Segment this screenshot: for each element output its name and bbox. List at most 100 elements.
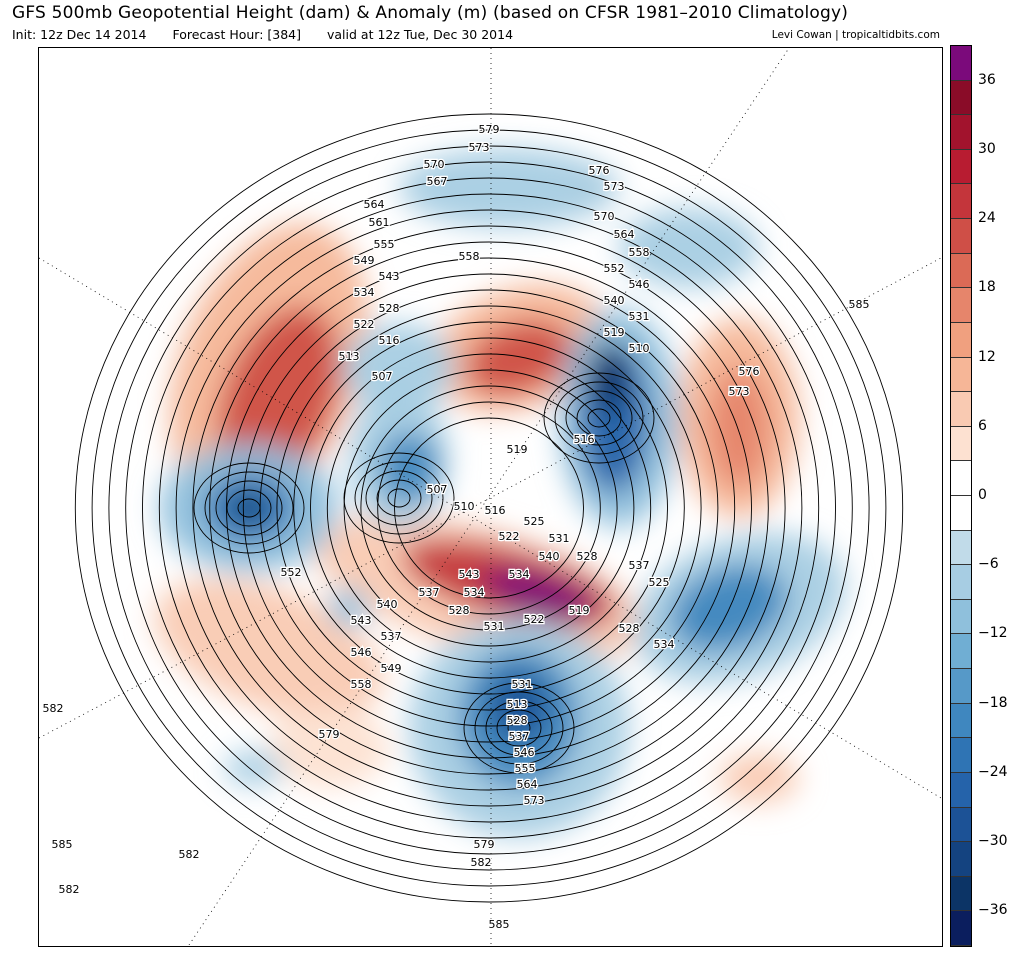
height-contour (91, 129, 887, 887)
height-contour-low (565, 390, 633, 446)
anomaly-blob (399, 148, 619, 228)
height-contour-low (387, 488, 411, 508)
colorbar-bin (951, 911, 971, 946)
height-contour (158, 193, 820, 823)
height-contour (175, 209, 803, 807)
colorbar-bin (951, 669, 971, 704)
anomaly-blob (480, 568, 598, 618)
contour-label: 549 (381, 662, 402, 675)
colorbar-bin (951, 184, 971, 220)
height-contour (394, 417, 584, 599)
anomaly-blob (329, 588, 369, 628)
contour-label: 528 (577, 550, 598, 563)
colorbar-bin (951, 703, 971, 739)
height-contour-low (354, 461, 444, 535)
contour-label: 540 (377, 598, 398, 611)
contour-label: 534 (654, 638, 675, 651)
contour-label: 534 (509, 568, 530, 581)
colorbar-bin (951, 738, 971, 773)
anomaly-blob (379, 433, 439, 503)
height-contour-low (376, 479, 422, 517)
height-contour-low (554, 381, 644, 455)
map-title: GFS 500mb Geopotential Height (dam) & An… (12, 3, 849, 23)
colorbar-bin (951, 288, 971, 323)
contour-label: 549 (354, 254, 375, 267)
colorbar-bin (951, 807, 971, 843)
colorbar-tick-label: −24 (978, 763, 1008, 780)
colorbar-bin (951, 842, 971, 877)
colorbar-bin (951, 357, 971, 393)
contour-label: 531 (484, 620, 505, 633)
colorbar (950, 45, 972, 947)
contour-label: 546 (514, 746, 535, 759)
contour-label: 579 (474, 838, 495, 851)
height-contour (108, 145, 870, 871)
contour-label: 522 (354, 318, 375, 331)
map-canvas: 579 573 570 567 564 561 555 549 543 534 528 522 516 5… (39, 48, 941, 945)
anomaly-blob (670, 565, 788, 651)
height-contour (326, 353, 652, 663)
colorbar-bin (951, 149, 971, 185)
contour-label: 510 (454, 500, 475, 513)
anomaly-blob (231, 494, 267, 522)
contour-label: 582 (179, 848, 200, 861)
colorbar-tick-label: −18 (978, 694, 1008, 711)
height-contour (377, 401, 601, 615)
contour-label: 585 (489, 918, 510, 931)
colorbar-tick-label: −30 (978, 833, 1008, 850)
contour-label: 564 (364, 198, 385, 211)
height-contour-low (485, 700, 553, 756)
colorbar-bin (951, 80, 971, 116)
contour-label: 573 (469, 141, 490, 154)
contour-label: 525 (649, 576, 670, 589)
colorbar-bin (951, 253, 971, 289)
height-contour (226, 257, 752, 759)
height-contour (343, 369, 635, 647)
contour-label: 507 (372, 370, 393, 383)
map-panel: 579 573 570 567 564 561 555 549 543 534 528 522 516 5… (38, 47, 943, 947)
contour-label: 528 (507, 714, 528, 727)
contour-label: 528 (379, 302, 400, 315)
height-contour-low (496, 709, 542, 747)
contour-label: 576 (589, 164, 610, 177)
colorbar-tick-label: 6 (978, 417, 987, 434)
height-contour-low (543, 372, 655, 464)
height-contour (276, 305, 702, 711)
contour-label: 585 (849, 298, 870, 311)
contour-label: 507 (427, 483, 448, 496)
contour-label: 555 (374, 238, 395, 251)
map-subtitle: Init: 12z Dec 14 2014 Forecast Hour: [38… (12, 27, 535, 42)
contour-label: 513 (507, 698, 528, 711)
contour-label: 543 (351, 614, 372, 627)
grid-line (39, 257, 941, 739)
contour-label: 531 (629, 310, 650, 323)
anomaly-blob (269, 708, 389, 788)
contour-label: 516 (485, 504, 506, 517)
contour-label: 519 (507, 443, 528, 456)
contour-label: 570 (594, 210, 615, 223)
contour-label: 546 (351, 646, 372, 659)
grid-line (39, 257, 941, 799)
contour-label: 582 (43, 702, 64, 715)
contour-label: 558 (629, 246, 650, 259)
colorbar-bin (951, 530, 971, 566)
contour-label: 522 (499, 530, 520, 543)
anomaly-blob (465, 320, 573, 396)
contour-label: 540 (539, 550, 560, 563)
height-contour-low (343, 452, 455, 544)
contour-label: 579 (319, 728, 340, 741)
contour-label: 513 (339, 350, 360, 363)
contour-label: 573 (729, 385, 750, 398)
colorbar-tick-label: −12 (978, 625, 1008, 642)
colorbar-tick-label: 18 (978, 279, 996, 296)
height-contours (74, 113, 904, 903)
anomaly-blob (344, 323, 454, 413)
colorbar-bin (951, 565, 971, 600)
contour-label: 585 (52, 838, 73, 851)
height-contour-low (365, 470, 433, 526)
colorbar-bin (951, 46, 971, 81)
colorbar-tick-label: 0 (978, 487, 987, 503)
height-contour-low (474, 691, 564, 765)
height-contour-low (193, 462, 305, 554)
contour-label: 561 (369, 216, 390, 229)
